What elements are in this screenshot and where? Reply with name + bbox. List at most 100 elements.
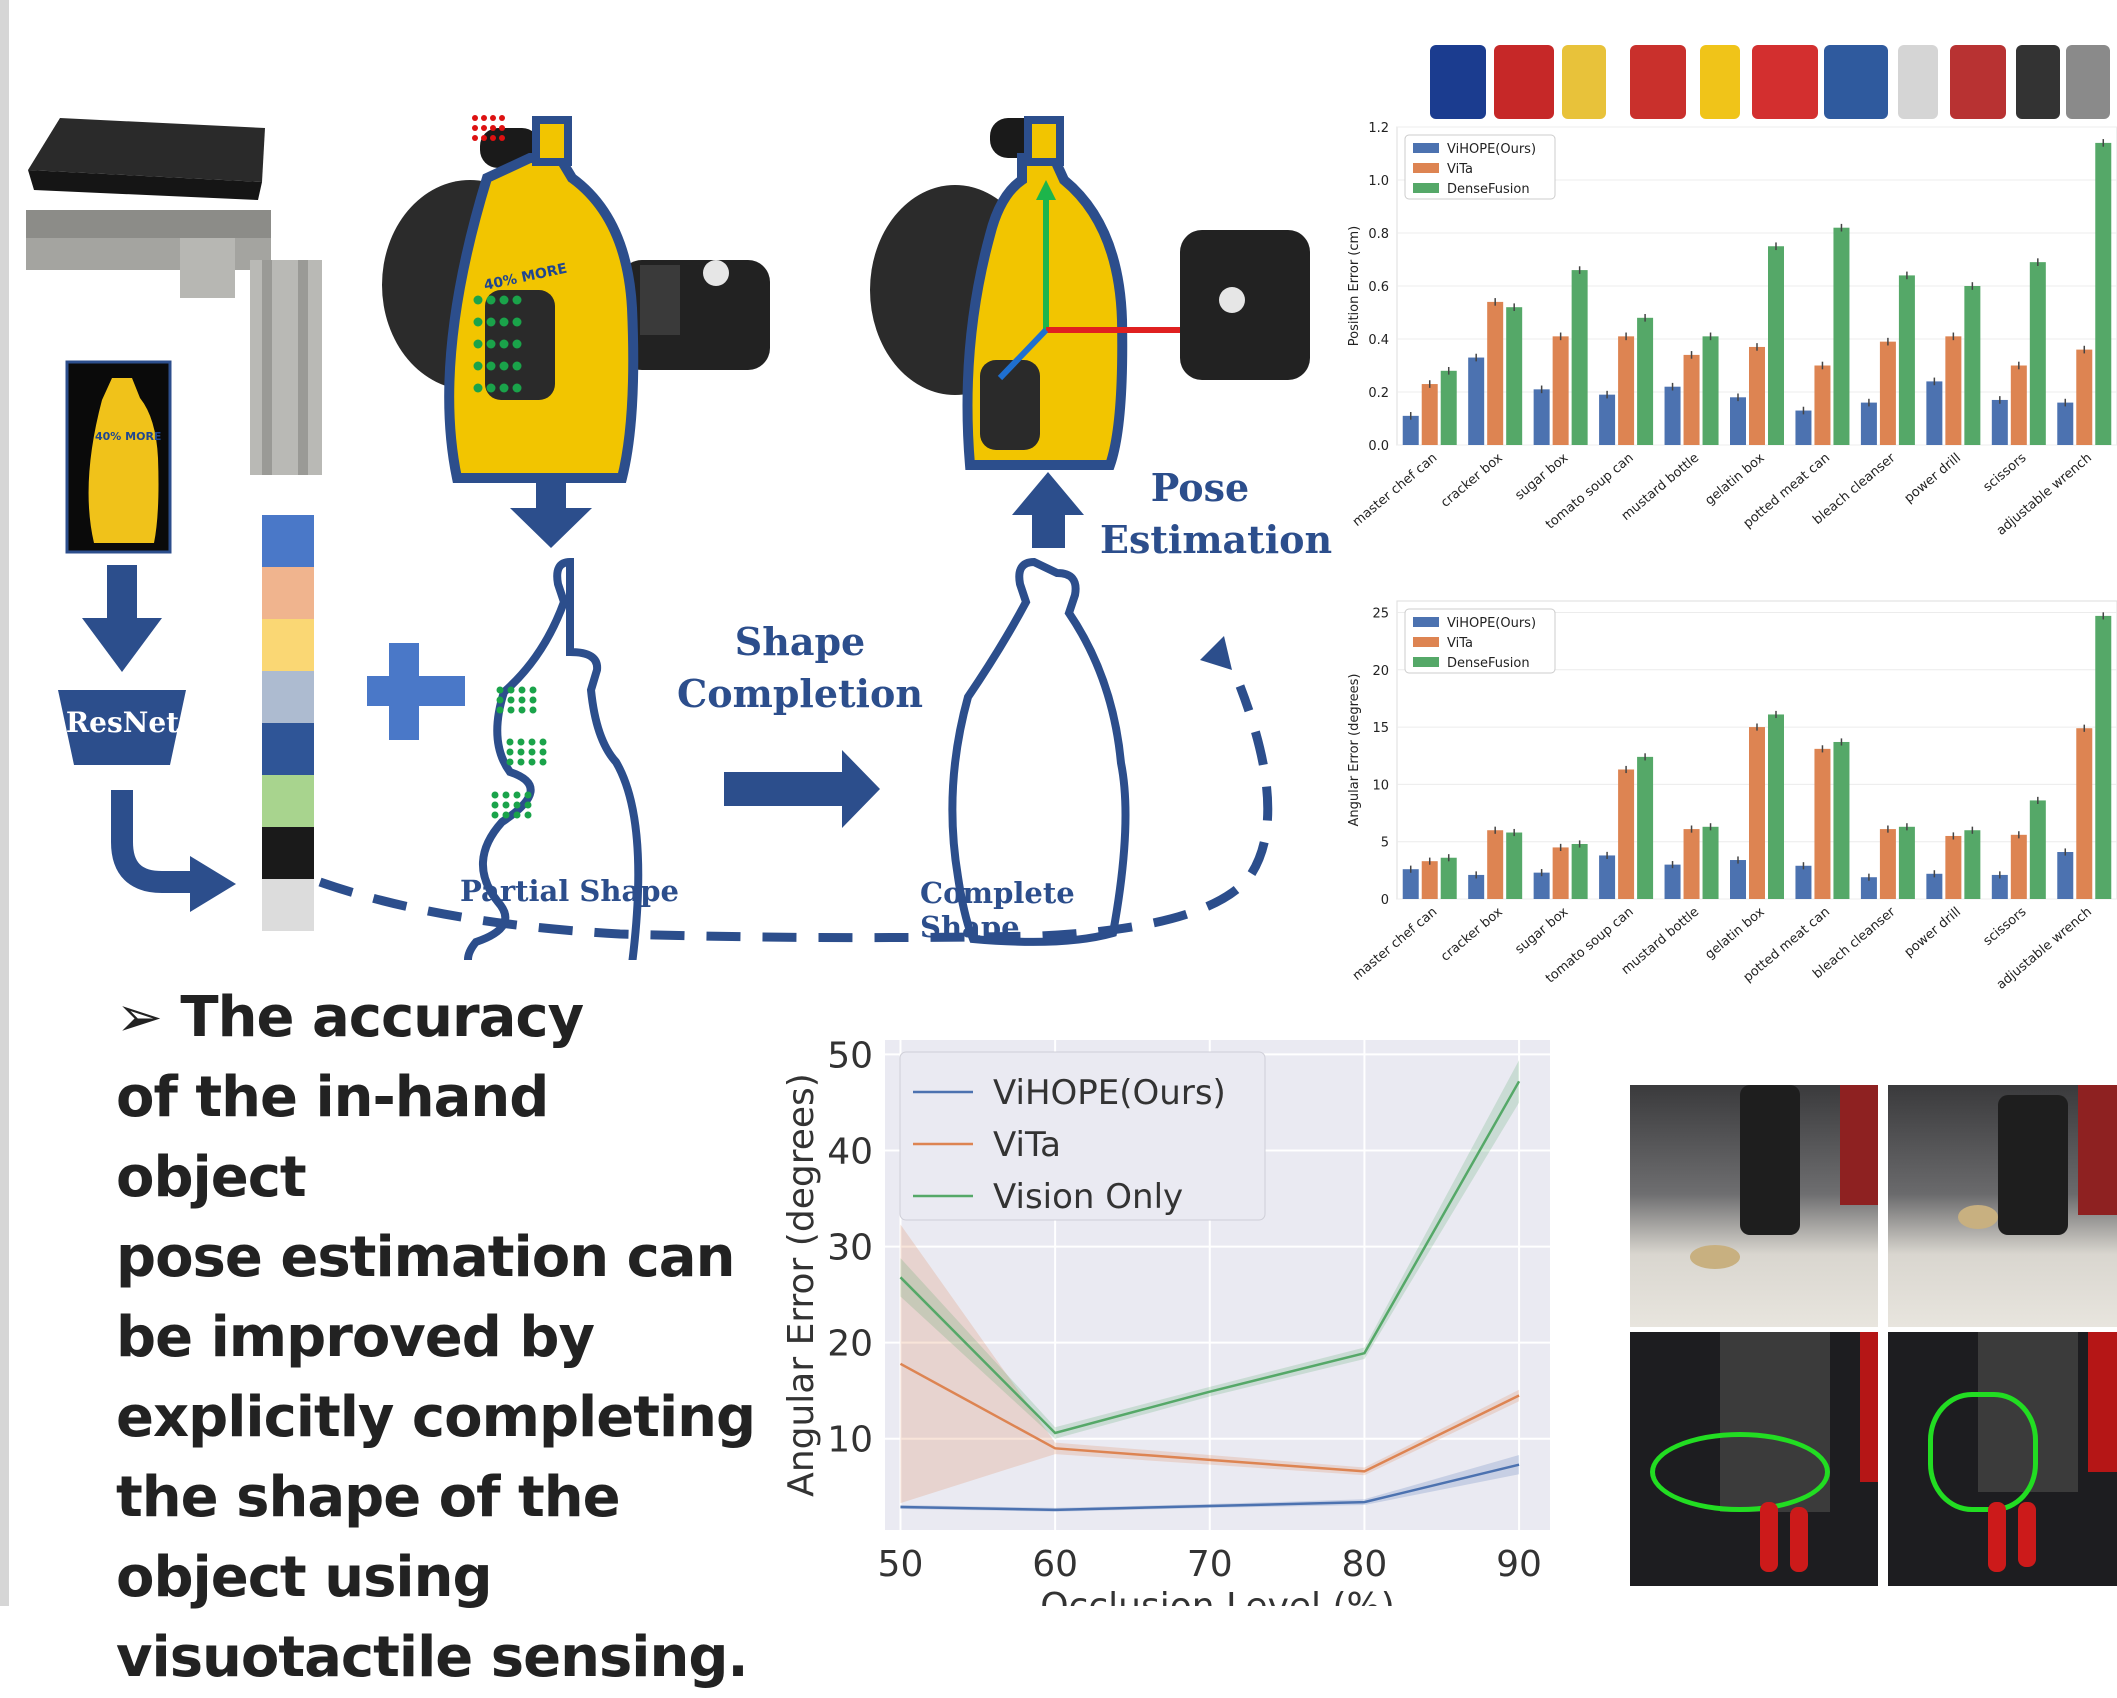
angular-error-bar-chart: 0 5 10 15 20 25 Angular Error (degrees) master …: [1347, 600, 2117, 993]
tactile-point: [506, 758, 514, 766]
bar-vihope-ours-: [1402, 869, 1419, 899]
pose-axis-z: [997, 327, 1049, 381]
robot-visualization-2: [1888, 1332, 2117, 1586]
robot-photo-2: [1888, 1085, 2117, 1327]
bar-densefusion: [2029, 262, 2046, 445]
y-axis-label: Angular Error (degrees): [781, 1073, 822, 1497]
fingertip-sensor-dot: [490, 115, 496, 121]
bar-vita: [1945, 336, 1962, 445]
x-tick-label: power drill: [1902, 451, 1964, 507]
y-tick-label: 10: [1372, 778, 1389, 793]
tactile-dot: [499, 317, 509, 327]
line-vihope-ours-: [900, 1463, 1520, 1512]
bar-vihope-ours-: [1991, 874, 2008, 899]
bar-densefusion: [1702, 826, 1719, 899]
tactile-points: [491, 686, 547, 819]
bar-vita: [2010, 365, 2027, 445]
tactile-point: [517, 748, 525, 756]
x-tick-label: scissors: [1981, 450, 2030, 495]
x-tick-label: master chef can: [1350, 905, 1440, 984]
bar-densefusion: [1898, 826, 1915, 899]
object-thumb-cracker-box: [1494, 45, 1554, 119]
object-thumb-bleach-cleanser: [1898, 45, 1938, 119]
tactile-point: [529, 696, 537, 704]
pose-estimation-label: Pose Estimation: [1100, 465, 1333, 562]
legend-label: ViTa: [1447, 636, 1473, 651]
partial-shape-label: Partial Shape: [460, 874, 679, 908]
key-finding-line-4: be improved by: [116, 1305, 595, 1370]
key-finding-text: ➢ The accuracy of the in-hand object pos…: [116, 978, 756, 1698]
legend-swatch: [1413, 637, 1439, 647]
complete-to-pose-arrow: [1012, 472, 1084, 548]
tactile-point: [539, 738, 547, 746]
bar-vihope-ours-: [1468, 357, 1485, 445]
bar-vihope-ours-: [2057, 852, 2074, 899]
x-tick-label: 50: [878, 1544, 924, 1585]
bar-vita: [1618, 769, 1635, 899]
tactile-dot: [486, 339, 496, 349]
robot-hand-grasp: 40% MORE: [382, 115, 770, 483]
object-thumb-sugar-box: [1562, 45, 1606, 119]
tactile-point: [513, 801, 521, 809]
tactile-point: [496, 706, 504, 714]
object-thumb-mustard-bottle: [1700, 45, 1740, 119]
legend-label: ViHOPE(Ours): [1447, 142, 1536, 157]
bar-vita: [1879, 829, 1896, 899]
tactile-point: [496, 696, 504, 704]
resnet-block: [58, 690, 186, 765]
tactile-point: [491, 811, 499, 819]
bar-densefusion: [1768, 246, 1784, 445]
y-tick-label: 0.8: [1368, 227, 1389, 242]
occlusion-line-chart: 10 20 30 40 50 50 60 70 80 90 Occlusion Level (%) A…: [781, 1035, 1550, 1606]
y-axis-label: Position Error (cm): [1347, 226, 1362, 347]
tactile-point: [517, 738, 525, 746]
crop-to-resnet-arrow: [82, 565, 162, 672]
legend-label: DenseFusion: [1447, 656, 1530, 671]
tactile-point: [529, 706, 537, 714]
tactile-point: [524, 811, 532, 819]
legend-swatch: [1413, 143, 1439, 153]
legend-label: ViHOPE(Ours): [993, 1073, 1226, 1113]
tactile-dot: [512, 295, 522, 305]
bar-densefusion: [1833, 227, 1850, 445]
bar-densefusion: [1440, 370, 1457, 445]
legend: ViHOPE(Ours) ViTa Vision Only: [899, 1051, 1266, 1221]
tactile-dot: [486, 383, 496, 393]
shape-completion-arrow: [724, 750, 880, 828]
object-thumb-adjustable-wrench: [2066, 45, 2110, 119]
y-tick-label: 0: [1381, 893, 1389, 908]
hand-to-partial-arrow: [510, 474, 592, 548]
legend-label: ViTa: [993, 1125, 1061, 1165]
bar-vita: [1749, 346, 1765, 445]
bar-vihope-ours-: [1599, 394, 1616, 445]
robot-photo-1: [1630, 1085, 1878, 1327]
y-tick-label: 0.4: [1368, 333, 1389, 348]
bar-vihope-ours-: [1860, 877, 1877, 899]
legend-swatch: [1413, 657, 1439, 667]
bar-densefusion: [1833, 741, 1850, 899]
tactile-dot: [473, 339, 483, 349]
bar-vihope-ours-: [1664, 864, 1681, 899]
tactile-point: [502, 791, 510, 799]
feature-cell-3: [262, 619, 314, 671]
tactile-dot: [473, 295, 483, 305]
confidence-band: [900, 1224, 1520, 1504]
bar-vita: [1683, 829, 1700, 899]
tactile-point: [491, 791, 499, 799]
fingertip-sensor-dot: [499, 135, 505, 141]
bar-vihope-ours-: [1533, 872, 1550, 899]
bar-vihope-ours-: [1860, 402, 1877, 445]
bar-vita: [1814, 748, 1831, 899]
bar-vihope-ours-: [1730, 397, 1746, 445]
feature-cell-1: [262, 515, 314, 567]
tactile-point: [496, 686, 504, 694]
fingertip-sensor-dot: [499, 115, 505, 121]
key-finding-line-5: explicitly completing: [116, 1385, 756, 1450]
tactile-point: [507, 696, 515, 704]
x-tick-label: power drill: [1902, 905, 1964, 961]
fingertip-sensor-dot: [481, 115, 487, 121]
legend-swatch: [1413, 163, 1439, 173]
y-axis-label: Angular Error (degrees): [1347, 674, 1362, 827]
tactile-dot: [499, 339, 509, 349]
fingertip-sensor-dot: [499, 125, 505, 131]
